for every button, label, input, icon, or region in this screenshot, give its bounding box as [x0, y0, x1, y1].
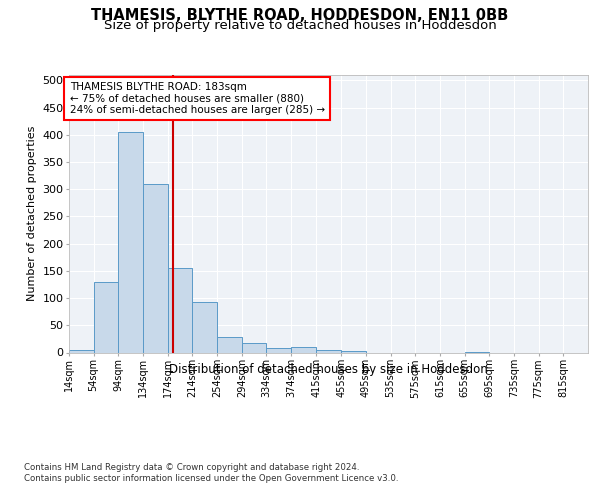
Bar — [118, 132, 143, 352]
Text: THAMESIS BLYTHE ROAD: 183sqm
← 75% of detached houses are smaller (880)
24% of s: THAMESIS BLYTHE ROAD: 183sqm ← 75% of de… — [70, 82, 325, 116]
Bar — [193, 302, 217, 352]
Bar — [341, 351, 366, 352]
Bar — [242, 342, 266, 352]
Bar — [143, 184, 168, 352]
Bar — [217, 338, 242, 352]
Text: Contains HM Land Registry data © Crown copyright and database right 2024.: Contains HM Land Registry data © Crown c… — [24, 462, 359, 471]
Bar — [266, 348, 291, 352]
Bar — [94, 282, 118, 352]
Bar — [69, 350, 94, 352]
Text: Size of property relative to detached houses in Hoddesdon: Size of property relative to detached ho… — [104, 19, 496, 32]
Y-axis label: Number of detached properties: Number of detached properties — [27, 126, 37, 302]
Bar — [316, 350, 341, 352]
Text: Distribution of detached houses by size in Hoddesdon: Distribution of detached houses by size … — [169, 362, 488, 376]
Text: Contains public sector information licensed under the Open Government Licence v3: Contains public sector information licen… — [24, 474, 398, 483]
Bar — [291, 346, 316, 352]
Bar — [168, 268, 193, 352]
Text: THAMESIS, BLYTHE ROAD, HODDESDON, EN11 0BB: THAMESIS, BLYTHE ROAD, HODDESDON, EN11 0… — [91, 8, 509, 22]
